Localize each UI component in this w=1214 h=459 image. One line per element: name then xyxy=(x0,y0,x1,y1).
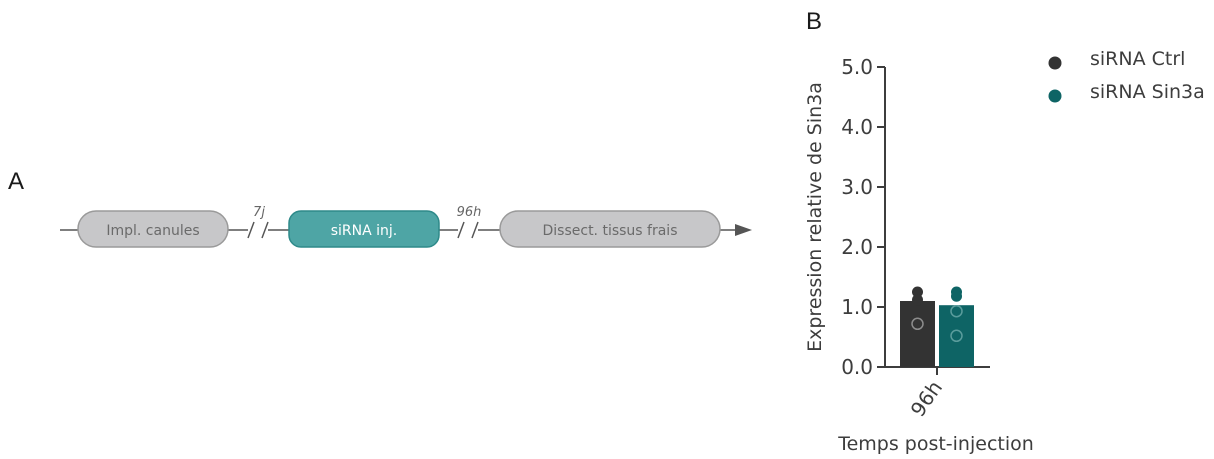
data-point xyxy=(911,317,924,331)
interval-label-96h: 96h xyxy=(457,205,482,220)
y-tick-label: 1.0 xyxy=(841,295,873,319)
x-axis-title: Temps post-injection xyxy=(837,433,1034,455)
y-tick-label: 3.0 xyxy=(841,175,873,199)
panel-a-letter: A xyxy=(8,168,25,195)
step-dissection-box xyxy=(499,210,721,248)
panel-b-letter: B xyxy=(806,8,823,35)
interval-label-7j: 7j xyxy=(253,205,265,220)
legend-marker xyxy=(1048,56,1062,70)
legend-label: siRNA Sin3a xyxy=(1090,81,1205,103)
y-tick-label: 4.0 xyxy=(841,115,873,139)
step-dissection-label: Dissect. tissus frais xyxy=(543,223,678,239)
legend-label: siRNA Ctrl xyxy=(1090,48,1185,70)
bar-siRNA-ctrl xyxy=(900,301,935,367)
bar-siRNA-sin3a xyxy=(939,305,974,367)
legend-marker xyxy=(1048,89,1062,103)
data-point xyxy=(951,290,962,302)
legend: siRNA Ctrl siRNA Sin3a xyxy=(1048,48,1205,103)
y-tick-label: 5.0 xyxy=(841,55,873,79)
y-tick-label: 0.0 xyxy=(841,355,873,379)
break-mark-1a xyxy=(247,221,255,239)
break-mark-1b xyxy=(261,221,269,239)
timeline-diagram: Impl. canules siRNA inj. Dissect. tissus… xyxy=(60,205,752,248)
data-point xyxy=(950,304,963,318)
break-mark-2a xyxy=(457,221,465,239)
step-injection-box xyxy=(288,210,440,248)
timeline-arrowhead xyxy=(735,224,752,236)
step-implant-label: Impl. canules xyxy=(106,223,199,239)
y-axis-title: Expression relative de Sin3a xyxy=(804,82,826,352)
data-point xyxy=(912,294,923,306)
break-mark-2b xyxy=(471,221,479,239)
bar-chart: 0.0 1.0 2.0 3.0 4.0 5.0 96h Expression relati… xyxy=(804,48,1205,455)
step-implant-box xyxy=(77,210,229,248)
step-injection-label: siRNA inj. xyxy=(331,223,398,239)
data-point xyxy=(950,329,963,343)
data-point xyxy=(912,286,923,298)
x-tick-label: 96h xyxy=(906,376,948,421)
y-tick-label: 2.0 xyxy=(841,235,873,259)
